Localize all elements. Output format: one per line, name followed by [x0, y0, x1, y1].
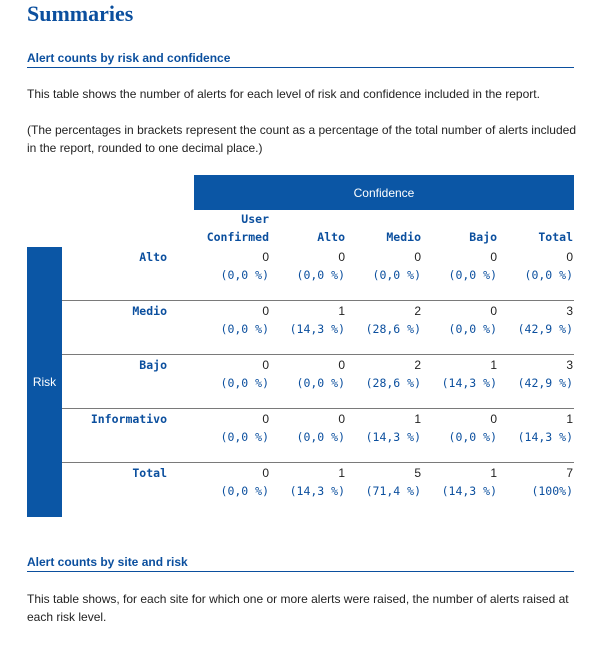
row-header: Total: [132, 466, 167, 480]
row-divider: [62, 354, 574, 355]
row-header: Bajo: [139, 358, 167, 372]
alert-count: 1: [490, 358, 497, 372]
alert-percentage: (0,0 %): [448, 430, 497, 444]
alert-percentage: (0,0 %): [220, 268, 269, 282]
alert-percentage: (0,0 %): [220, 322, 269, 336]
alert-count: 0: [262, 250, 269, 264]
alert-percentage: (100%): [531, 484, 573, 498]
alert-count: 0: [262, 412, 269, 426]
alert-count: 0: [490, 412, 497, 426]
alert-count: 2: [414, 304, 421, 318]
alert-percentage: (14,3 %): [365, 430, 421, 444]
page-title: Summaries: [27, 1, 134, 26]
alert-percentage: (0,0 %): [372, 268, 421, 282]
alert-count: 0: [262, 304, 269, 318]
percentage-note: (The percentages in brackets represent t…: [27, 123, 576, 155]
section-divider: [27, 67, 574, 68]
alert-percentage: (0,0 %): [296, 268, 345, 282]
confidence-header: Confidence: [194, 175, 574, 210]
alert-percentage: (14,3 %): [441, 376, 497, 390]
section-divider: [27, 571, 574, 572]
column-header: Bajo: [469, 230, 497, 244]
alert-percentage: (42,9 %): [517, 322, 573, 336]
alert-count: 0: [490, 304, 497, 318]
alert-count: 1: [338, 466, 345, 480]
column-header: Alto: [317, 230, 345, 244]
alert-count: 1: [490, 466, 497, 480]
alert-count: 0: [414, 250, 421, 264]
alert-percentage: (42,9 %): [517, 376, 573, 390]
alert-percentage: (14,3 %): [441, 484, 497, 498]
alert-percentage: (71,4 %): [365, 484, 421, 498]
alert-count: 3: [566, 304, 573, 318]
row-divider: [62, 462, 574, 463]
column-header: Total: [538, 230, 573, 244]
alert-percentage: (0,0 %): [524, 268, 573, 282]
alert-count: 0: [338, 358, 345, 372]
alert-count: 1: [414, 412, 421, 426]
alert-count: 7: [566, 466, 573, 480]
alert-percentage: (28,6 %): [365, 322, 421, 336]
alert-count: 3: [566, 358, 573, 372]
column-header: User Confirmed: [206, 212, 269, 244]
row-header: Medio: [132, 304, 167, 318]
row-header: Informativo: [90, 412, 167, 426]
row-divider: [62, 408, 574, 409]
alert-percentage: (0,0 %): [296, 376, 345, 390]
alert-count: 1: [338, 304, 345, 318]
column-header: Medio: [386, 230, 421, 244]
alert-count: 5: [414, 466, 421, 480]
alert-percentage: (0,0 %): [448, 322, 497, 336]
row-header: Alto: [139, 250, 167, 264]
alert-percentage: (0,0 %): [448, 268, 497, 282]
alert-percentage: (0,0 %): [220, 376, 269, 390]
alert-count: 0: [338, 250, 345, 264]
alert-count: 0: [566, 250, 573, 264]
section-title-site-risk: Alert counts by site and risk: [27, 555, 188, 569]
alert-percentage: (14,3 %): [517, 430, 573, 444]
alert-count: 1: [566, 412, 573, 426]
alert-percentage: (0,0 %): [220, 484, 269, 498]
row-divider: [62, 300, 574, 301]
risk-header: Risk: [27, 247, 62, 517]
section-description: This table shows the number of alerts fo…: [27, 87, 540, 101]
alert-count: 0: [262, 358, 269, 372]
alert-percentage: (14,3 %): [289, 484, 345, 498]
alert-percentage: (28,6 %): [365, 376, 421, 390]
alert-percentage: (0,0 %): [220, 430, 269, 444]
alert-count: 0: [262, 466, 269, 480]
alert-count: 2: [414, 358, 421, 372]
section-description: This table shows, for each site for whic…: [27, 592, 569, 624]
alert-count: 0: [338, 412, 345, 426]
alert-percentage: (14,3 %): [289, 322, 345, 336]
section-title-risk-confidence: Alert counts by risk and confidence: [27, 51, 231, 65]
alert-percentage: (0,0 %): [296, 430, 345, 444]
alert-count: 0: [490, 250, 497, 264]
